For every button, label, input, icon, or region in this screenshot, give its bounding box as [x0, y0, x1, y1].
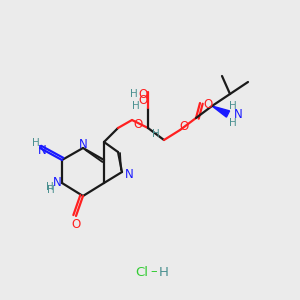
Text: N: N [38, 145, 46, 158]
Text: O: O [203, 98, 213, 112]
Text: H: H [46, 182, 54, 192]
Text: O: O [71, 218, 81, 230]
Text: H: H [32, 138, 40, 148]
Text: –: – [151, 266, 157, 278]
Text: O: O [138, 88, 148, 100]
Text: H: H [132, 101, 140, 111]
Text: H: H [47, 185, 55, 195]
Text: Cl: Cl [136, 266, 148, 278]
Text: O: O [134, 118, 142, 130]
Polygon shape [212, 106, 230, 117]
Text: O: O [138, 94, 148, 106]
Text: N: N [52, 176, 62, 190]
Text: H: H [152, 129, 160, 139]
Text: N: N [234, 109, 242, 122]
Text: N: N [124, 167, 134, 181]
Text: O: O [179, 121, 189, 134]
Text: H: H [229, 101, 237, 111]
Text: H: H [130, 89, 138, 99]
Text: N: N [79, 139, 87, 152]
Text: H: H [159, 266, 169, 278]
Text: H: H [229, 118, 237, 128]
